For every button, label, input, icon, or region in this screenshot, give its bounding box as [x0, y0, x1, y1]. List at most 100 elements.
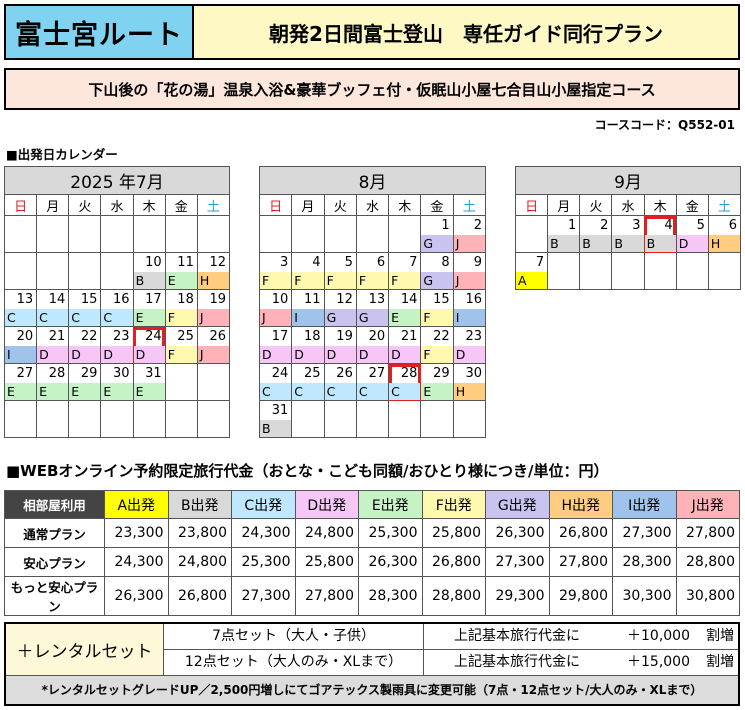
calendar-day: 27 E	[3, 363, 38, 401]
day-number: 9	[473, 255, 482, 270]
departure-code: J	[197, 346, 229, 363]
rental-label: ＋レンタルセット	[6, 624, 164, 676]
price-cell: 24,300	[231, 518, 296, 548]
day-number: 18	[177, 292, 194, 307]
calendar-empty-day	[323, 400, 357, 438]
day-number: 28	[400, 366, 418, 381]
calendar-empty-day	[388, 400, 422, 438]
calendar-empty-day	[164, 363, 198, 401]
day-number: 11	[304, 292, 321, 307]
day-number: 15	[80, 292, 98, 307]
day-number: 6	[728, 218, 737, 233]
calendar-empty-day	[388, 215, 422, 253]
calendar-empty-day	[100, 215, 134, 253]
departure-code: D	[292, 346, 324, 363]
rental-fee: 上記基本旅行代金に ＋10,000 割増	[424, 624, 738, 649]
day-number: 30	[113, 366, 130, 381]
price-cell: 27,300	[485, 547, 550, 577]
day-number: 12	[336, 292, 353, 307]
price-row-label: 通常プラン	[4, 518, 105, 548]
departure-code: E	[37, 383, 69, 400]
departure-code: E	[389, 309, 421, 326]
departure-code: H	[708, 235, 740, 252]
weekday-row: 日月火水木金土	[514, 194, 742, 216]
price-cell: 27,800	[294, 576, 359, 616]
calendar-day: 18 F	[164, 289, 198, 327]
day-number: 31	[145, 366, 162, 381]
departure-code: B	[580, 235, 612, 252]
calendar-day: 16 C	[100, 289, 134, 327]
weekday-label: 火	[579, 194, 613, 216]
departure-code: B	[548, 235, 580, 252]
day-number: 3	[280, 255, 289, 270]
calendar-empty-day	[132, 215, 166, 253]
price-cell: 26,800	[167, 576, 232, 616]
calendar-empty-day	[196, 400, 231, 438]
day-number: 11	[177, 255, 194, 270]
departure-code: D	[389, 346, 421, 363]
departure-code: G	[421, 272, 453, 289]
departure-code: D	[324, 346, 356, 363]
rental-set-name: 7点セット（大人・子供）	[164, 624, 424, 649]
price-cell: 27,300	[231, 576, 296, 616]
price-row-label: もっと安心プラン	[4, 576, 105, 616]
departure-code: F	[260, 272, 292, 289]
calendar-empty-day	[100, 400, 134, 438]
course-code: コースコード：Q552-01	[594, 118, 735, 132]
calendar-day: 19 D	[323, 326, 357, 364]
departure-code: C	[5, 309, 37, 326]
calendar-month-title: 9月	[515, 166, 741, 195]
departure-code: G	[421, 235, 453, 252]
day-number: 20	[368, 329, 386, 344]
calendar-empty-day	[291, 215, 325, 253]
calendar-day: 10 B	[132, 252, 166, 290]
calendar-empty-day	[36, 215, 70, 253]
day-number: 14	[400, 292, 418, 307]
calendar-day: 15 F	[420, 289, 454, 327]
price-column-header: D出発	[294, 490, 359, 519]
departure-code: H	[453, 383, 485, 400]
day-number: 29	[80, 366, 98, 381]
calendar-month-row: 2025 年7月	[4, 166, 230, 195]
price-column-header: B出発	[167, 490, 232, 519]
calendar-day: 26 C	[323, 363, 357, 401]
day-number: 5	[696, 218, 705, 233]
price-cell: 25,300	[358, 518, 423, 548]
calendar-week: 10 B 11 E 12 H	[3, 252, 231, 290]
calendar-empty-day	[258, 215, 293, 253]
calendar-week: 31 B	[258, 400, 487, 438]
weekday-label: 月	[36, 194, 70, 216]
day-number: 2	[473, 218, 482, 233]
departure-code: D	[676, 235, 708, 252]
price-column-header: J出発	[675, 490, 740, 519]
calendar-month-title: 2025 年7月	[4, 166, 230, 195]
calendar-empty-day	[196, 363, 231, 401]
day-number: 27	[16, 366, 34, 381]
day-number: 21	[48, 329, 66, 344]
day-number: 19	[336, 329, 353, 344]
day-number: 13	[16, 292, 34, 307]
calendar-empty-day	[3, 400, 38, 438]
departure-code: D	[453, 346, 485, 363]
day-number: 7	[409, 255, 418, 270]
day-number: 15	[433, 292, 450, 307]
calendar-section-title: ■出発日カレンダー	[6, 147, 118, 162]
day-number: 6	[376, 255, 386, 270]
departure-code: J	[453, 272, 485, 289]
calendar-day: 17 E	[132, 289, 166, 327]
price-cell: 26,300	[485, 518, 550, 548]
day-number: 26	[336, 366, 353, 381]
departure-code: E	[101, 383, 133, 400]
price-cell: 28,300	[358, 576, 423, 616]
rental-row-7: 7点セット（大人・子供） 上記基本旅行代金に ＋10,000 割増	[164, 624, 738, 650]
